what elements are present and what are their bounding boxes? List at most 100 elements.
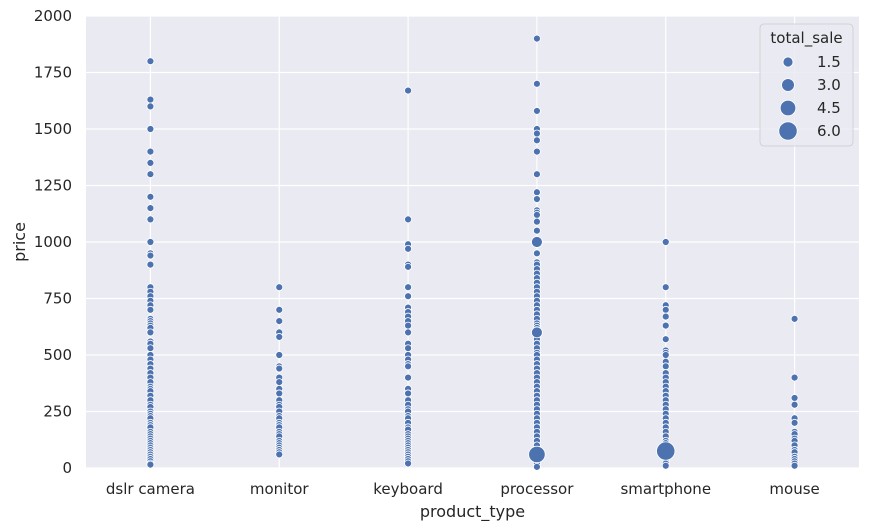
y-tick-label: 2000 — [34, 7, 72, 25]
x-tick-label: dslr camera — [106, 480, 195, 498]
data-point — [533, 226, 541, 235]
data-point — [275, 351, 284, 359]
legend: total_sale 1.5 3.0 4.5 6.0 — [759, 23, 854, 147]
y-tick-label: 1500 — [34, 120, 72, 138]
data-point — [533, 147, 541, 156]
legend-marker — [782, 56, 794, 68]
data-point — [790, 400, 799, 409]
data-point — [790, 461, 799, 470]
data-point — [661, 461, 670, 470]
x-axis-label: product_type — [420, 502, 525, 522]
data-point — [790, 314, 799, 323]
x-tick-label: keyboard — [373, 480, 443, 498]
data-point — [661, 335, 670, 344]
y-tick-label: 500 — [43, 346, 72, 364]
data-point — [533, 195, 541, 203]
data-point — [404, 215, 412, 224]
data-point — [533, 34, 541, 43]
data-point — [404, 244, 412, 253]
x-tick-labels: dslr camera monitor keyboard processor smart… — [106, 480, 820, 498]
data-points — [146, 34, 799, 471]
data-point — [275, 378, 284, 387]
data-point — [146, 460, 155, 469]
y-axis-label: price — [10, 222, 29, 262]
data-point — [531, 236, 543, 248]
data-point — [146, 192, 155, 201]
data-point — [404, 459, 412, 468]
legend-title: total_sale — [770, 29, 842, 48]
data-point — [661, 312, 670, 321]
legend-marker — [779, 99, 797, 117]
data-point — [404, 283, 412, 292]
data-point — [146, 170, 155, 179]
data-point — [533, 210, 541, 219]
data-point — [661, 238, 670, 246]
y-tick-label: 1250 — [34, 177, 72, 195]
data-point — [146, 328, 155, 337]
data-point — [404, 321, 412, 330]
data-point — [533, 462, 541, 471]
data-point — [661, 321, 670, 330]
data-point — [146, 215, 155, 224]
data-point — [146, 158, 155, 167]
data-point — [146, 147, 155, 156]
data-point — [790, 373, 799, 382]
data-point — [146, 260, 155, 269]
data-point — [404, 344, 412, 353]
x-tick-label: monitor — [250, 480, 310, 498]
x-tick-label: mouse — [769, 480, 819, 498]
data-point — [790, 418, 799, 427]
data-point — [275, 389, 284, 398]
legend-label: 6.0 — [817, 122, 841, 140]
data-point — [533, 170, 541, 179]
data-point — [404, 262, 412, 271]
data-point — [661, 305, 670, 314]
data-point — [661, 283, 670, 292]
data-point — [146, 344, 155, 353]
data-point — [661, 351, 670, 359]
data-point — [146, 57, 155, 66]
legend-entries: 1.5 3.0 4.5 6.0 — [778, 53, 841, 141]
data-point — [531, 326, 543, 339]
data-point — [404, 86, 412, 95]
data-point — [146, 95, 155, 104]
legend-label: 4.5 — [817, 99, 841, 117]
data-point — [275, 283, 284, 292]
data-point — [533, 217, 541, 226]
data-point — [275, 317, 284, 326]
data-point — [533, 107, 541, 115]
data-point — [146, 238, 155, 246]
data-point — [528, 445, 546, 464]
data-point — [275, 305, 284, 314]
data-point — [533, 79, 541, 88]
legend-label: 3.0 — [817, 76, 841, 94]
data-point — [146, 305, 155, 314]
y-tick-label: 1750 — [34, 64, 72, 82]
x-tick-label: smartphone — [620, 480, 711, 498]
data-point — [404, 292, 412, 301]
legend-label: 1.5 — [817, 53, 841, 71]
legend-marker — [778, 121, 798, 141]
x-tick-label: processor — [500, 480, 574, 498]
y-tick-label: 250 — [43, 403, 72, 421]
data-point — [275, 450, 284, 459]
data-point — [404, 373, 412, 382]
data-point — [275, 364, 284, 373]
data-point — [146, 204, 155, 213]
data-point — [661, 362, 670, 371]
y-tick-label: 1000 — [34, 233, 72, 251]
data-point — [404, 362, 412, 371]
data-point — [404, 328, 412, 337]
legend-box — [759, 23, 854, 147]
data-point — [533, 188, 541, 197]
data-point — [656, 441, 676, 461]
data-point — [146, 125, 155, 133]
data-point — [533, 249, 541, 258]
data-point — [790, 394, 799, 402]
legend-marker — [781, 78, 795, 92]
y-tick-label: 750 — [43, 290, 72, 308]
data-point — [533, 136, 541, 145]
data-point — [404, 389, 412, 398]
data-point — [533, 129, 541, 138]
